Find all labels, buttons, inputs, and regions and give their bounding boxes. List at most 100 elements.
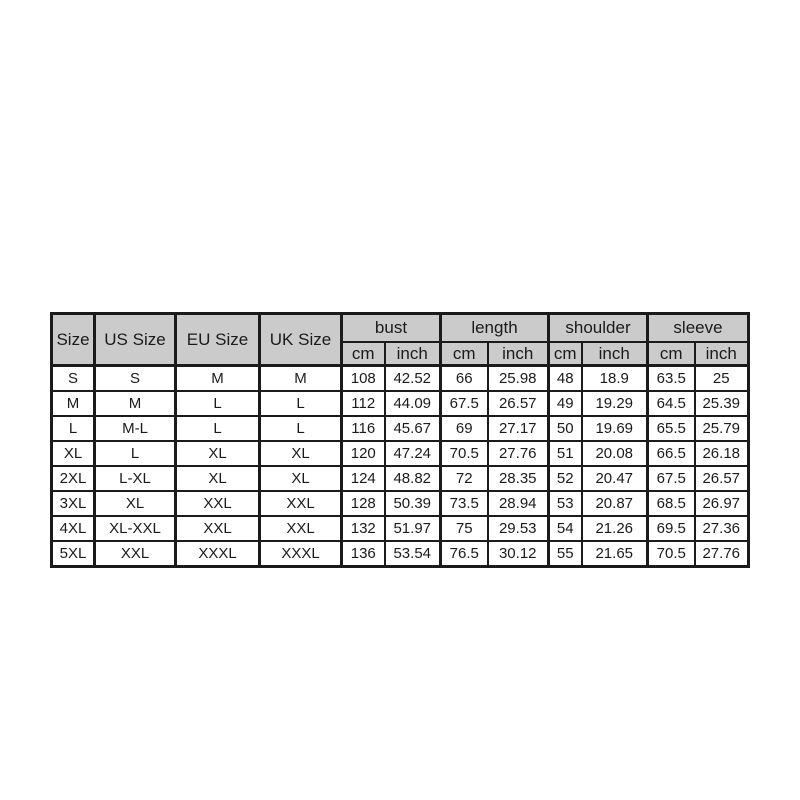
table-cell: 30.12 (486, 540, 550, 568)
table-cell: L (258, 390, 343, 417)
table-cell: 112 (340, 390, 386, 417)
table-cell: 124 (340, 465, 386, 492)
table-cell: 26.57 (486, 390, 550, 417)
table-cell: L-XL (93, 465, 177, 492)
table-cell: 25.79 (693, 415, 750, 442)
table-cell: XL (258, 465, 343, 492)
table-cell: 42.52 (383, 364, 442, 392)
unit-header-shoulder-inch: inch (580, 341, 649, 367)
table-cell: M-L (93, 415, 177, 442)
table-cell: 26.18 (693, 440, 750, 467)
table-cell: 3XL (50, 490, 96, 517)
table-row: S S M M 108 42.52 66 25.98 48 18.9 63.5 25 (50, 364, 750, 392)
table-cell: 27.76 (486, 440, 550, 467)
table-cell: 44.09 (383, 390, 442, 417)
unit-header-sleeve-cm: cm (646, 341, 696, 367)
table-cell: 21.26 (580, 515, 649, 542)
table-cell: 48 (547, 364, 583, 392)
table-cell: XXL (258, 490, 343, 517)
table-cell: 132 (340, 515, 386, 542)
table-row: 5XL XXL XXXL XXXL 136 53.54 76.5 30.12 55 21.65 70… (50, 540, 750, 568)
table-cell: L (174, 415, 261, 442)
table-cell: 116 (340, 415, 386, 442)
table-cell: L (50, 415, 96, 442)
table-cell: 67.5 (646, 465, 696, 492)
table-row: L M-L L L 116 45.67 69 27.17 50 19.69 65.5 25.79 (50, 415, 750, 442)
table-cell: 5XL (50, 540, 96, 568)
size-chart-table: Size US Size EU Size UK Size bust length… (50, 312, 750, 568)
table-cell: 108 (340, 364, 386, 392)
table-cell: 69.5 (646, 515, 696, 542)
table-cell: 75 (439, 515, 489, 542)
table-cell: M (50, 390, 96, 417)
table-cell: 26.97 (693, 490, 750, 517)
table-cell: 66 (439, 364, 489, 392)
unit-header-bust-inch: inch (383, 341, 442, 367)
table-cell: XXL (174, 515, 261, 542)
table-cell: 28.94 (486, 490, 550, 517)
table-cell: M (93, 390, 177, 417)
table-cell: 20.47 (580, 465, 649, 492)
table-cell: M (258, 364, 343, 392)
table-cell: 72 (439, 465, 489, 492)
table-cell: 51.97 (383, 515, 442, 542)
table-cell: 50.39 (383, 490, 442, 517)
table-cell: 67.5 (439, 390, 489, 417)
table-cell: S (50, 364, 96, 392)
table-cell: 65.5 (646, 415, 696, 442)
unit-header-length-cm: cm (439, 341, 489, 367)
table-cell: M (174, 364, 261, 392)
table-cell: 21.65 (580, 540, 649, 568)
table-cell: 27.76 (693, 540, 750, 568)
table-cell: 53 (547, 490, 583, 517)
table-cell: 19.69 (580, 415, 649, 442)
table-cell: 69 (439, 415, 489, 442)
table-cell: 53.54 (383, 540, 442, 568)
unit-header-length-inch: inch (486, 341, 550, 367)
table-cell: XXL (174, 490, 261, 517)
column-header-eu-size: EU Size (174, 312, 261, 367)
group-header-sleeve: sleeve (646, 312, 750, 343)
group-header-length: length (439, 312, 550, 343)
table-cell: L (174, 390, 261, 417)
table-cell: XXL (93, 540, 177, 568)
table-cell: 29.53 (486, 515, 550, 542)
unit-header-sleeve-inch: inch (693, 341, 750, 367)
table-cell: 55 (547, 540, 583, 568)
table-cell: 51 (547, 440, 583, 467)
header-row-units: cm inch cm inch cm inch cm inch (52, 341, 750, 367)
table-cell: 25 (693, 364, 750, 392)
table-row: 2XL L-XL XL XL 124 48.82 72 28.35 52 20.47 67.5 26.… (50, 465, 750, 492)
column-header-size: Size (50, 312, 96, 367)
table-cell: XXXL (174, 540, 261, 568)
table-cell: S (93, 364, 177, 392)
table-cell: XL (174, 465, 261, 492)
table-row: 4XL XL-XXL XXL XXL 132 51.97 75 29.53 54 21.26 69.… (50, 515, 750, 542)
table-cell: 70.5 (646, 540, 696, 568)
table-row: M M L L 112 44.09 67.5 26.57 49 19.29 64.5 25.39 (50, 390, 750, 417)
size-chart-body: S S M M 108 42.52 66 25.98 48 18.9 63.5 25 M M L L 112 44… (50, 364, 750, 568)
table-cell: 45.67 (383, 415, 442, 442)
table-cell: L (93, 440, 177, 467)
table-cell: 120 (340, 440, 386, 467)
header-row-groups: Size US Size EU Size UK Size bust length… (50, 312, 750, 367)
table-cell: XL (258, 440, 343, 467)
table-cell: 18.9 (580, 364, 649, 392)
table-cell: 54 (547, 515, 583, 542)
table-cell: XXXL (258, 540, 343, 568)
table-cell: 128 (340, 490, 386, 517)
table-cell: 76.5 (439, 540, 489, 568)
table-cell: 70.5 (439, 440, 489, 467)
table-cell: XL (93, 490, 177, 517)
table-cell: 27.36 (693, 515, 750, 542)
table-cell: XL (50, 440, 96, 467)
table-row: 3XL XL XXL XXL 128 50.39 73.5 28.94 53 20.87 68.5 2… (50, 490, 750, 517)
table-cell: XL-XXL (93, 515, 177, 542)
table-cell: 52 (547, 465, 583, 492)
table-cell: 48.82 (383, 465, 442, 492)
unit-header-shoulder-cm: cm (547, 341, 583, 367)
table-cell: 68.5 (646, 490, 696, 517)
table-cell: XXL (258, 515, 343, 542)
table-row: XL L XL XL 120 47.24 70.5 27.76 51 20.08 66.5 26.18 (50, 440, 750, 467)
